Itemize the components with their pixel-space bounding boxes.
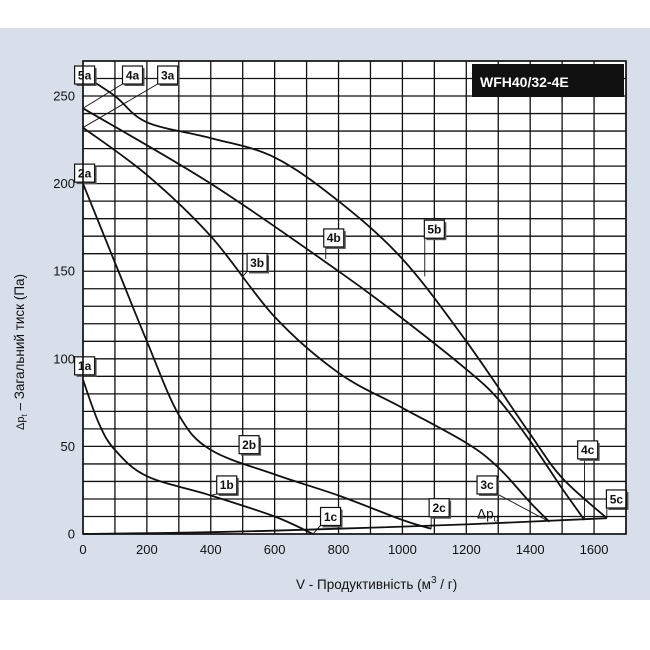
curve-tag-2c: 2c [432,501,446,515]
curve-5 [82,74,608,519]
label-leaders [82,83,608,535]
curve-tag-3a: 3a [161,68,175,82]
curve-4 [82,107,586,521]
curve-tag-4a: 4a [126,68,140,82]
tick-labels: 0 200 400 600 800 1000 1200 1400 1600 0 50 100 150 20… [53,89,608,557]
x-tick-label: 0 [79,542,86,557]
tag-box-2b [238,435,260,455]
tag-box-3c [476,475,498,495]
dynamic-pressure-label: Δpd [477,507,499,524]
tag-box-2c [428,498,450,518]
tag-box-1a [73,356,96,376]
leader-line-3c [496,493,550,523]
curve-tags: 5a 4a 3a 2a 1a 1b 2b 3b 4b 5b 1c 2c 3c 4c 5c [73,65,629,528]
tag-box-3a [157,65,179,85]
tag-box-2a [73,163,96,183]
model-label: WFH40/32-4E [480,74,569,90]
curve-tag-1b: 1b [220,478,234,492]
x-axis-label: V - Продуктивність (м3 / г) [296,575,457,592]
leader-line-1b [210,493,217,496]
tag-box-1b [216,475,238,495]
leader-line-4a [82,83,123,109]
y-axis-label: Δpt – Загальний тиск (Па) [12,274,29,430]
plot-frame [82,60,627,535]
curve-tag-3b: 3b [250,256,264,270]
curve-2 [82,183,432,530]
leader-line-1c [312,525,321,535]
curve-tag-1a: 1a [78,359,92,373]
tag-box-4c [577,440,599,460]
y-tick-label: 150 [53,264,75,279]
curve-tag-2b: 2b [242,438,256,452]
model-badge: WFH40/32-4E [472,64,624,97]
leader-line-3b [242,271,248,277]
curve-3 [82,126,550,523]
curve-tag-1c: 1c [324,510,338,524]
curve-tag-4b: 4b [327,231,341,245]
curve-tag-3c: 3c [480,478,494,492]
y-tick-label: 200 [53,176,75,191]
x-tick-label: 400 [200,542,222,557]
x-tick-label: 1400 [516,542,545,557]
tag-box-4a [121,65,144,85]
curve-1 [82,379,314,535]
y-tick-label: 100 [53,351,75,366]
curves [82,74,608,535]
x-tick-label: 1600 [580,542,609,557]
curve-tag-4c: 4c [581,443,595,457]
curve-tag-5b: 5b [427,222,441,236]
x-tick-label: 1200 [452,542,481,557]
leader-line-3a [82,83,158,128]
tag-box-1c [319,506,342,527]
x-tick-label: 600 [264,542,286,557]
curve-tag-5c: 5c [610,492,624,506]
tag-box-5b [423,219,445,239]
x-tick-label: 1000 [388,542,417,557]
x-tick-label: 800 [328,542,350,557]
y-tick-label: 50 [61,439,75,454]
curve-dynamic-pressure [82,517,607,535]
curve-tag-5a: 5a [78,68,92,82]
curve-tag-2a: 2a [78,166,92,180]
plot-area [83,61,626,534]
y-tick-label: 250 [53,89,75,104]
tag-box-4b [323,228,345,248]
tag-box-5a [73,65,96,85]
y-tick-label: 0 [68,527,75,542]
tag-box-3b [246,252,268,273]
x-tick-label: 200 [136,542,158,557]
